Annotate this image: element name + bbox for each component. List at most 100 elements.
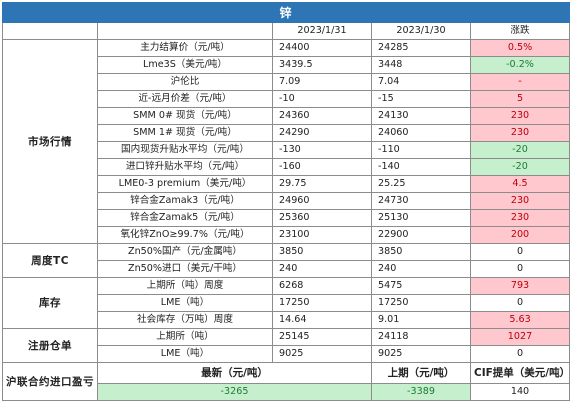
row-change-value: 5.63 [469,311,571,329]
arbitrage-header-row: 沪联合约进口盈亏 最新（元/吨） 上期（元/吨） CIF提单（美元/吨） [2,362,571,401]
row-item-label: 锌合金Zamak3（元/吨） [97,192,273,210]
row-change-value: 200 [469,226,571,244]
row-value-current: 24400 [272,39,372,57]
arbitrage-latest-label: 最新（元/吨） [97,362,372,384]
header-blank-item [97,22,273,40]
row-value-previous: 9.01 [371,311,471,329]
table-title: 锌 [1,2,571,23]
row-value-previous: 24118 [371,328,471,346]
table-row: 周度TC Zn50%国产（元/金属吨） 3850 3850 0 [2,243,571,278]
row-change-value: 1027 [469,328,571,346]
row-change-value: 230 [469,209,571,227]
table-row: SMM 1# 现货（元/吨） 24290 24060 230 [3,124,571,142]
row-value-current: 240 [272,260,372,278]
row-value-current: 25145 [272,328,372,346]
row-change-value: -20 [469,158,571,176]
table-row: 沪伦比 7.09 7.04- [3,73,571,91]
arbitrage-latest-value: -3265 [97,383,372,401]
row-change-value: 230 [469,192,571,210]
row-value-current: 3439.5 [272,56,372,74]
row-item-label: 沪伦比 [97,73,273,91]
row-change-value: 793 [469,277,571,295]
row-item-label: 国内现货升贴水平均（元/吨） [97,141,273,159]
arbitrage-cif-value: 140 [469,383,571,401]
row-item-label: 进口锌升贴水平均（元/吨） [97,158,273,176]
row-value-previous: 25.25 [371,175,471,193]
row-value-previous: -140 [371,158,471,176]
row-value-current: 24960 [272,192,372,210]
table-row: 近-远月价差（元/吨） -10 -15 5 [3,90,571,108]
row-value-previous: 5475 [371,277,471,295]
arbitrage-prev-label: 上期（元/吨） [371,362,471,384]
row-item-label: LME（吨） [97,345,273,363]
row-change-value: 230 [469,107,571,125]
row-value-current: 9025 [272,345,372,363]
row-value-current: 25360 [272,209,372,227]
row-change-value: -20 [469,141,571,159]
row-change-value: - [469,73,571,91]
row-value-previous: 3850 [371,243,471,261]
table-row: 进口锌升贴水平均（元/吨） -160 -140 -20 [3,158,571,176]
row-change-value: 0 [469,294,571,312]
row-value-current: 6268 [272,277,372,295]
row-item-label: 上期所（吨） [97,328,273,346]
row-value-previous: 24130 [371,107,471,125]
table-row: LME（吨） 9025 9025 0 [3,345,571,363]
row-item-label: 主力结算价（元/吨） [97,39,273,57]
row-item-label: 上期所（吨）周度 [97,277,273,295]
row-value-previous: 24060 [371,124,471,142]
table-row: 市场行情 主力结算价（元/吨） 24400 24285 0.5% [2,39,571,244]
row-value-current: 24290 [272,124,372,142]
row-value-previous: 25130 [371,209,471,227]
row-item-label: SMM 0# 现货（元/吨） [97,107,273,125]
row-value-previous: 22900 [371,226,471,244]
row-item-label: 氧化锌ZnO≥99.7%（元/吨） [97,226,273,244]
section-category: 注册仓单 [2,328,98,363]
section-category: 周度TC [2,243,98,278]
arbitrage-value-row: -3265 -3389 140 [3,383,571,401]
row-item-label: Zn50%进口（美元/干吨） [97,260,273,278]
row-value-previous: 7.04 [371,73,471,91]
zinc-data-table: 锌 2023/1/31 2023/1/30 涨跌 市场行情 主力结算价（元/吨） 2… [1,2,571,401]
header-change: 涨跌 [469,22,571,40]
row-change-value: 0.5% [469,39,571,57]
header-date-previous: 2023/1/30 [371,22,471,40]
table-row: 氧化锌ZnO≥99.7%（元/吨） 23100 22900 200 [3,226,571,244]
row-item-label: 社会库存（万吨）周度 [97,311,273,329]
header-blank [2,22,98,40]
row-change-value: 0 [469,345,571,363]
row-value-previous: 24285 [371,39,471,57]
row-value-current: 3850 [272,243,372,261]
row-change-value: 0 [469,243,571,261]
table-row: 锌合金Zamak5（元/吨） 25360 25130 230 [3,209,571,227]
row-change-value: 230 [469,124,571,142]
table-row: LME（吨） 17250 17250 0 [3,294,571,312]
zinc-data-table-container: 锌 2023/1/31 2023/1/30 涨跌 市场行情 主力结算价（元/吨） 2… [1,2,571,401]
row-item-label: 近-远月价差（元/吨） [97,90,273,108]
row-item-label: Lme3S（美元/吨） [97,56,273,74]
row-value-previous: 3448 [371,56,471,74]
arbitrage-prev-value: -3389 [371,383,471,401]
table-row: LME0-3 premium（美元/吨） 29.75 25.25 4.5 [3,175,571,193]
row-value-current: -10 [272,90,372,108]
row-change-value: 0 [469,260,571,278]
header-date-current: 2023/1/31 [272,22,372,40]
row-item-label: 锌合金Zamak5（元/吨） [97,209,273,227]
row-value-current: 14.64 [272,311,372,329]
row-value-current: 23100 [272,226,372,244]
table-row: SMM 0# 现货（元/吨） 24360 24130 230 [3,107,571,125]
row-item-label: SMM 1# 现货（元/吨） [97,124,273,142]
row-value-current: 24360 [272,107,372,125]
row-change-value: 4.5 [469,175,571,193]
section-category: 市场行情 [2,39,98,244]
row-value-current: -160 [272,158,372,176]
arbitrage-cif-label: CIF提单（美元/吨） [469,362,571,384]
row-value-current: -130 [272,141,372,159]
row-item-label: Zn50%国产（元/金属吨） [97,243,273,261]
row-item-label: LME（吨） [97,294,273,312]
row-value-previous: 240 [371,260,471,278]
row-value-previous: 17250 [371,294,471,312]
table-row: 注册仓单 上期所（吨） 25145 24118 1027 [2,328,571,363]
arbitrage-category: 沪联合约进口盈亏 [2,362,98,401]
row-value-current: 29.75 [272,175,372,193]
